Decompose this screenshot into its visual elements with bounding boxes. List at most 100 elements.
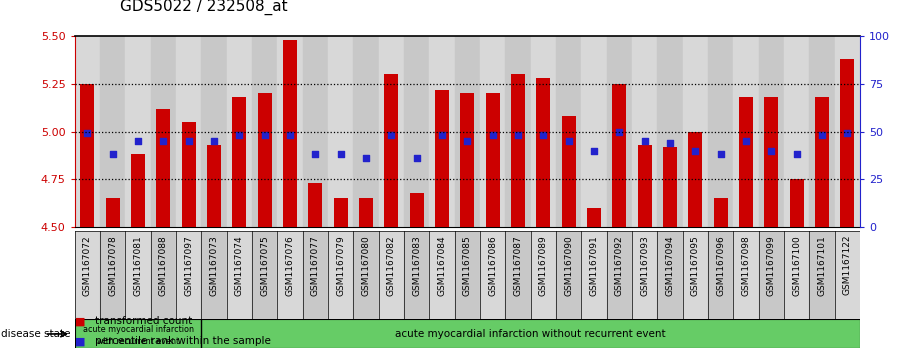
- Bar: [790, 179, 804, 227]
- Point: [282, 132, 297, 138]
- Bar: [100, 231, 126, 319]
- Text: with recurrent event: with recurrent event: [97, 337, 179, 346]
- Text: acute myocardial infarction: acute myocardial infarction: [83, 325, 193, 334]
- Bar: [537, 78, 550, 227]
- Point: [764, 148, 779, 154]
- Bar: [663, 147, 677, 227]
- Bar: [834, 231, 860, 319]
- Text: transformed count: transformed count: [95, 316, 192, 326]
- Bar: [75, 231, 100, 319]
- Bar: [176, 36, 201, 227]
- Text: GSM1167099: GSM1167099: [767, 235, 776, 296]
- Text: percentile rank within the sample: percentile rank within the sample: [95, 336, 271, 346]
- Bar: [207, 145, 221, 227]
- Bar: [689, 132, 702, 227]
- Text: GSM1167072: GSM1167072: [83, 235, 92, 295]
- Point: [258, 132, 272, 138]
- Text: GSM1167076: GSM1167076: [285, 235, 294, 296]
- Point: [511, 132, 526, 138]
- Bar: [176, 231, 201, 319]
- Bar: [75, 36, 100, 227]
- Bar: [455, 36, 480, 227]
- Bar: [150, 231, 176, 319]
- Bar: [708, 36, 733, 227]
- Bar: [410, 193, 424, 227]
- Bar: [302, 36, 328, 227]
- Bar: [460, 93, 475, 227]
- Text: GSM1167087: GSM1167087: [514, 235, 523, 296]
- Point: [536, 132, 550, 138]
- Text: GSM1167101: GSM1167101: [817, 235, 826, 296]
- Bar: [181, 122, 196, 227]
- Bar: [333, 198, 348, 227]
- Text: ■: ■: [75, 336, 86, 346]
- Text: GSM1167095: GSM1167095: [691, 235, 700, 296]
- Point: [460, 138, 475, 144]
- Text: GSM1167081: GSM1167081: [134, 235, 142, 296]
- Bar: [150, 36, 176, 227]
- Point: [359, 155, 374, 161]
- Bar: [632, 231, 658, 319]
- Bar: [455, 231, 480, 319]
- Bar: [258, 93, 271, 227]
- Bar: [201, 231, 227, 319]
- Bar: [252, 36, 277, 227]
- Bar: [607, 36, 632, 227]
- Bar: [587, 208, 601, 227]
- Bar: [809, 231, 834, 319]
- Bar: [486, 93, 499, 227]
- Point: [131, 138, 146, 144]
- Point: [106, 152, 120, 158]
- Bar: [353, 36, 379, 227]
- Bar: [556, 36, 581, 227]
- Bar: [100, 36, 126, 227]
- Bar: [353, 231, 379, 319]
- Bar: [708, 231, 733, 319]
- Point: [840, 131, 855, 136]
- Bar: [106, 198, 119, 227]
- Bar: [658, 231, 682, 319]
- Bar: [429, 231, 455, 319]
- Bar: [126, 36, 150, 227]
- Text: GSM1167078: GSM1167078: [108, 235, 118, 296]
- Bar: [157, 109, 170, 227]
- Bar: [809, 36, 834, 227]
- Text: GSM1167085: GSM1167085: [463, 235, 472, 296]
- Bar: [480, 36, 506, 227]
- Bar: [252, 231, 277, 319]
- Text: GSM1167097: GSM1167097: [184, 235, 193, 296]
- Bar: [283, 40, 297, 227]
- Text: GSM1167092: GSM1167092: [615, 235, 624, 295]
- Point: [207, 138, 221, 144]
- Bar: [682, 36, 708, 227]
- Point: [384, 132, 399, 138]
- Bar: [713, 198, 728, 227]
- Bar: [429, 36, 455, 227]
- Point: [612, 129, 627, 134]
- Bar: [328, 36, 353, 227]
- Text: GSM1167093: GSM1167093: [640, 235, 650, 296]
- Point: [638, 138, 652, 144]
- Bar: [75, 319, 201, 348]
- Bar: [480, 231, 506, 319]
- Bar: [682, 231, 708, 319]
- Point: [739, 138, 753, 144]
- Bar: [612, 84, 626, 227]
- Bar: [309, 183, 322, 227]
- Bar: [562, 116, 576, 227]
- Bar: [733, 231, 759, 319]
- Text: GSM1167079: GSM1167079: [336, 235, 345, 296]
- Point: [435, 132, 449, 138]
- Bar: [733, 36, 759, 227]
- Point: [308, 152, 322, 158]
- Point: [181, 138, 196, 144]
- Bar: [815, 97, 829, 227]
- Bar: [607, 231, 632, 319]
- Bar: [359, 198, 373, 227]
- Bar: [379, 231, 404, 319]
- Bar: [531, 36, 556, 227]
- Text: GSM1167088: GSM1167088: [159, 235, 168, 296]
- Text: acute myocardial infarction without recurrent event: acute myocardial infarction without recu…: [395, 329, 666, 339]
- Bar: [277, 36, 302, 227]
- Text: GSM1167082: GSM1167082: [387, 235, 396, 295]
